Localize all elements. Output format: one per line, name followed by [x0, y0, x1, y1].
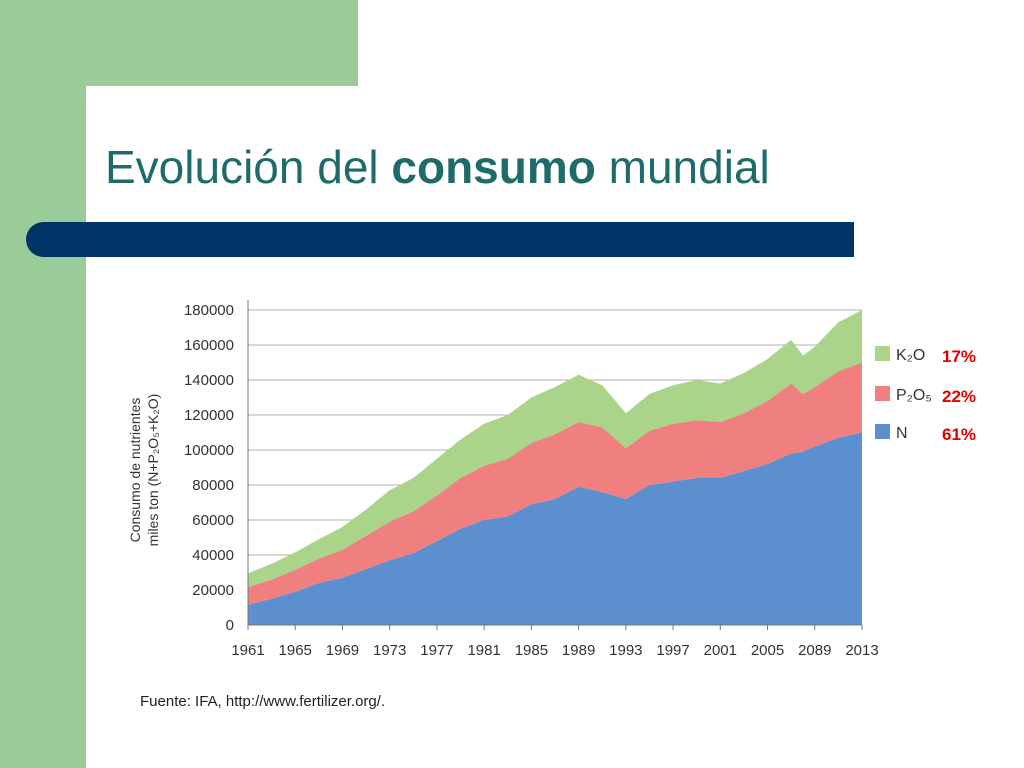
series-area-k2o [248, 310, 862, 588]
y-tick-label: 160000 [184, 337, 234, 354]
top-green-band [0, 0, 358, 86]
legend-label: N [896, 425, 908, 442]
axis-layer: 0 20000 40000 60000 80000 100000 120000 140000 1… [127, 300, 879, 659]
source-note: Fuente: IFA, http://www.fertilizer.org/. [140, 693, 386, 710]
slide-title: Evolución del consumo mundial [105, 140, 770, 194]
y-tick-label: 140000 [184, 372, 234, 389]
y-tick-label: 120000 [184, 407, 234, 424]
x-tick-label: 2089 [798, 642, 831, 659]
y-tick-label: 100000 [184, 442, 234, 459]
x-tick-label: 1993 [609, 642, 642, 659]
x-tick-label: 1981 [467, 642, 500, 659]
legend-swatch [875, 424, 890, 439]
title-text-before: Evolución del [105, 141, 392, 193]
x-tick-label: 1965 [279, 642, 312, 659]
y-tick-label: 20000 [192, 582, 234, 599]
side-green-band [0, 0, 86, 768]
y-tick-label: 40000 [192, 547, 234, 564]
x-tick-label: 1969 [326, 642, 359, 659]
area-layer [248, 310, 862, 625]
legend-label: K₂O [896, 347, 925, 364]
x-tick-label: 2001 [704, 642, 737, 659]
y-axis-title-line2: miles ton (N+P₂O₅+K₂O) [145, 394, 161, 547]
series-area-n [248, 432, 862, 625]
x-tick-label: 1997 [656, 642, 689, 659]
y-tick-label: 80000 [192, 477, 234, 494]
x-tick-label: 1989 [562, 642, 595, 659]
legend-percent: 17% [942, 347, 976, 366]
title-text-after: mundial [595, 141, 770, 193]
legend-percent: 22% [942, 387, 976, 406]
y-tick-label: 180000 [184, 302, 234, 319]
x-tick-label: 1973 [373, 642, 406, 659]
label-layer: 17% 22% 61% [942, 347, 976, 444]
x-tick-label: 2013 [845, 642, 878, 659]
legend-percent: 61% [942, 425, 976, 444]
legend-layer: K₂O P₂O₅ N [875, 346, 932, 442]
legend-swatch [875, 386, 890, 401]
y-tick-label: 0 [226, 617, 234, 634]
x-tick-label: 2005 [751, 642, 784, 659]
legend-label: P₂O₅ [896, 387, 932, 404]
area-chart: 0 20000 40000 60000 80000 100000 120000 140000 1… [127, 300, 976, 659]
legend-swatch [875, 346, 890, 361]
x-tick-label: 1961 [231, 642, 264, 659]
title-emphasis: consumo [391, 141, 596, 193]
y-axis-title-line1: Consumo de nutrientes [127, 398, 143, 543]
accent-bar [26, 222, 854, 257]
chart-container: 0 20000 40000 60000 80000 100000 120000 140000 1… [120, 280, 1000, 695]
series-area-p2o5 [248, 362, 862, 605]
x-tick-label: 1977 [420, 642, 453, 659]
x-tick-label: 1985 [515, 642, 548, 659]
y-tick-label: 60000 [192, 512, 234, 529]
